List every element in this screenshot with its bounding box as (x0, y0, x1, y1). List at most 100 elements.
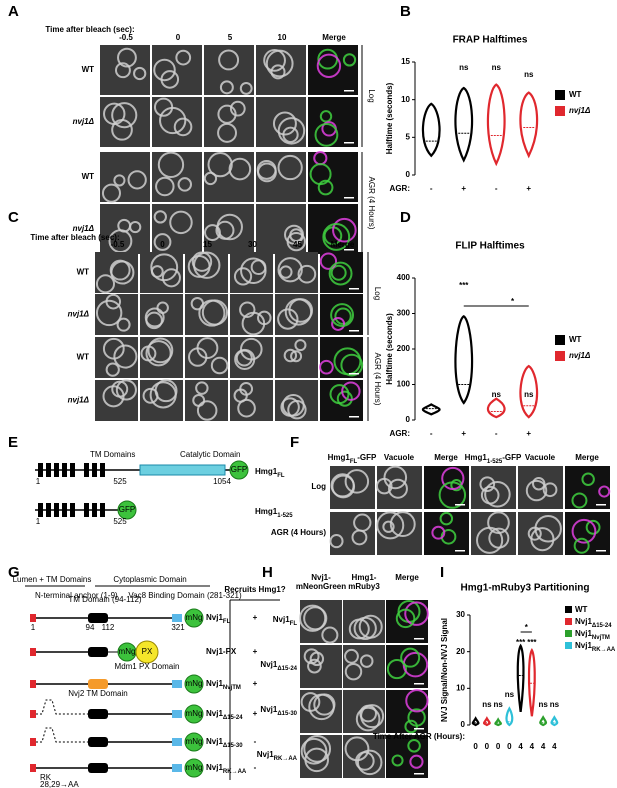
cell (114, 62, 131, 79)
micrograph (320, 380, 363, 421)
cell (133, 66, 147, 81)
micrograph (100, 45, 150, 95)
column-label: Merge (331, 240, 355, 249)
row-label: AGR (4 Hours) (271, 528, 326, 537)
recruits-value: - (254, 763, 257, 772)
recruits-value: - (254, 737, 257, 746)
cell (355, 751, 375, 771)
label-name: Vacuole (525, 453, 556, 462)
deletion (36, 727, 90, 743)
cell (175, 49, 192, 66)
mng-label: mNg (186, 613, 203, 622)
cell (314, 122, 339, 147)
cell (404, 601, 429, 626)
label-name: Nvj1 (257, 750, 274, 759)
scale-bar (414, 773, 424, 775)
column-label: Merge (575, 453, 599, 462)
cell (431, 525, 446, 540)
panel-letter: I (440, 564, 444, 581)
violin (454, 86, 474, 163)
cell (319, 252, 338, 270)
cell (331, 316, 346, 331)
annotation: ns (505, 690, 515, 699)
label-name: Nvj1 (260, 660, 277, 669)
vac8-domain (172, 738, 182, 746)
cell (113, 344, 138, 369)
cell (405, 689, 429, 713)
cell (441, 466, 465, 491)
column-label-line: Nvj1- (311, 573, 331, 582)
label-sub: RK→AA (592, 647, 616, 653)
scale-bar (344, 142, 354, 144)
x-tick-label: 4 (530, 742, 535, 751)
tm-segment (46, 503, 51, 517)
violin (494, 717, 503, 727)
legend-swatch (565, 630, 572, 637)
cell (383, 465, 408, 490)
mng (184, 732, 204, 752)
row-label: WT (77, 353, 90, 362)
label-suffix: -GFP (357, 453, 377, 462)
x-tick-label: + (461, 184, 466, 193)
scale-bar (344, 249, 354, 251)
cell (188, 347, 208, 367)
region-label: Cytoplasmic Domain (113, 575, 186, 584)
cell (196, 400, 218, 421)
tm-segment (62, 463, 67, 477)
violin (421, 403, 441, 416)
recruits-value: + (253, 613, 258, 622)
catalytic-domain (139, 464, 226, 476)
annotation: ns (524, 70, 534, 79)
panel-letter: B (400, 3, 411, 20)
scale-bar (349, 288, 359, 290)
label-name: Nvj1 (575, 641, 592, 650)
legend-swatch (555, 90, 565, 100)
condition-label: Log (373, 287, 382, 300)
annotation: ns (538, 700, 548, 709)
panel-letter: H (262, 564, 273, 581)
label-name: Nvj1 (206, 737, 223, 746)
mng (184, 608, 204, 628)
label-sub: FL (223, 619, 231, 625)
legend-label: WT (569, 90, 582, 99)
label-sub: NvjTM (592, 635, 610, 641)
legend-label: nvj1Δ (569, 106, 591, 115)
micrograph (100, 204, 150, 254)
annotation: * (525, 623, 529, 632)
cell (155, 176, 175, 197)
cell (102, 385, 125, 408)
column-label: Vacuole (384, 453, 415, 462)
cell (382, 520, 395, 533)
label-sub: Δ15-30 (277, 711, 297, 717)
micrograph (100, 152, 150, 202)
annotation: ns (492, 390, 502, 399)
rk-label: 28,29→AA (40, 780, 79, 788)
label-suffix: -GFP (502, 453, 522, 462)
cell (322, 223, 351, 251)
violin (486, 83, 506, 167)
column-label: 5 (228, 33, 233, 42)
cell (400, 647, 421, 668)
cell (294, 339, 307, 352)
label-name: Hmg1 (255, 507, 278, 516)
cell (144, 307, 165, 328)
tm-segment (46, 463, 51, 477)
construct-label: Nvj1-PX (206, 647, 237, 656)
cell (316, 53, 342, 79)
gfp (229, 460, 249, 480)
panel-letter: G (8, 564, 20, 581)
annotation: *** (527, 638, 537, 647)
cell (103, 102, 126, 126)
annotation: ns (493, 700, 503, 709)
cell (210, 356, 229, 375)
construct-label: Nvj1RK→AA (206, 763, 247, 774)
y-tick-label: 30 (456, 610, 465, 619)
y-tick-label: 200 (397, 344, 411, 353)
violin (539, 715, 548, 727)
x-tick-label: + (461, 429, 466, 438)
residue-number: 1 (36, 477, 41, 486)
label-name: Hmg1 (465, 453, 488, 462)
rk-label: RK (40, 773, 52, 782)
cell (404, 719, 418, 734)
